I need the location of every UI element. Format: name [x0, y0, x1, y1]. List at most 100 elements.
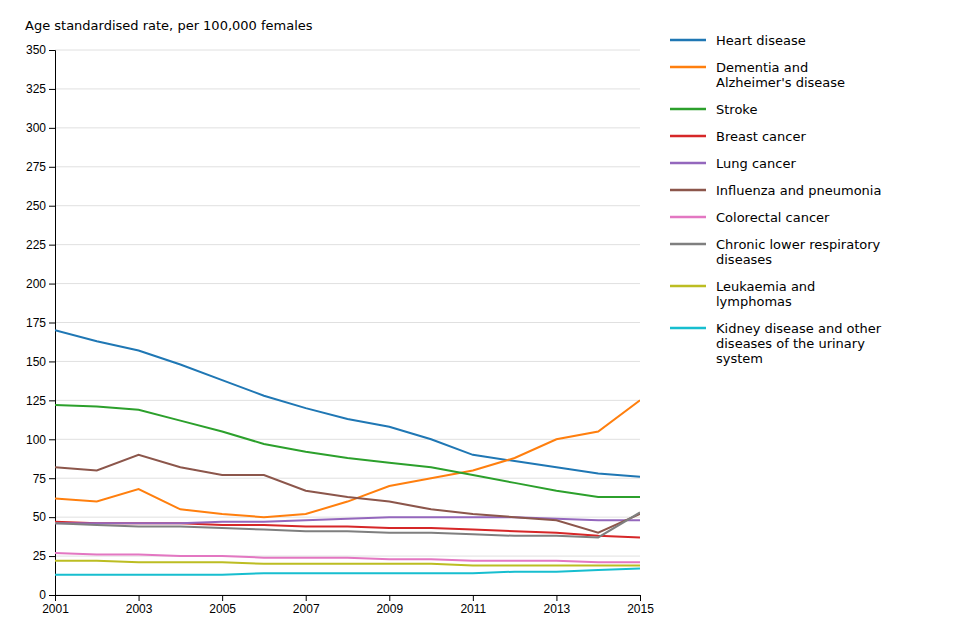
y-tick-mark	[49, 50, 55, 51]
series-line	[55, 455, 640, 533]
y-tick: 0	[39, 588, 55, 602]
x-tick-label: 2001	[42, 602, 69, 616]
y-tick-label: 325	[26, 82, 46, 96]
legend-item: Kidney disease and otherdiseases of the …	[670, 321, 882, 366]
grid-line	[55, 50, 640, 51]
y-tick-label: 300	[26, 121, 46, 135]
x-tick-label: 2003	[126, 602, 153, 616]
legend-label-line: Leukaemia and	[716, 279, 815, 294]
y-tick-mark	[49, 284, 55, 285]
legend-label-line: system	[716, 351, 763, 366]
x-tick: 2001	[42, 595, 69, 616]
x-tick-label: 2009	[376, 602, 403, 616]
y-tick-mark	[49, 556, 55, 557]
legend-label: Dementia andAlzheimer's disease	[716, 60, 845, 90]
grid-line	[55, 205, 640, 206]
x-tick: 2003	[126, 595, 153, 616]
grid-line	[55, 361, 640, 362]
grid-line	[55, 478, 640, 479]
y-tick-label: 175	[26, 316, 46, 330]
y-tick-mark	[49, 595, 55, 596]
x-tick-mark	[222, 595, 223, 601]
legend-item: Stroke	[670, 102, 757, 117]
series-line	[55, 561, 640, 566]
legend-label-line: Breast cancer	[716, 129, 806, 144]
legend-label-line: diseases	[716, 252, 772, 267]
x-tick: 2005	[209, 595, 236, 616]
y-tick: 225	[26, 238, 55, 252]
y-axis-line	[49, 51, 56, 596]
y-tick-mark	[49, 361, 55, 362]
y-tick: 250	[26, 199, 55, 213]
grid-line	[55, 283, 640, 284]
legend-item: Heart disease	[670, 33, 806, 48]
series-line	[55, 400, 640, 517]
legend-item: Influenza and pneumonia	[670, 183, 881, 198]
y-tick-label: 75	[33, 472, 47, 486]
series-line	[55, 330, 640, 476]
y-tick: 75	[33, 472, 55, 486]
legend-label-line: Colorectal cancer	[716, 210, 830, 225]
grid-line	[55, 556, 640, 557]
legend-swatch	[670, 216, 706, 219]
series-line	[55, 512, 640, 537]
legend-label: Influenza and pneumonia	[716, 183, 881, 198]
legend: Heart disease Dementia andAlzheimer's dis…	[670, 33, 882, 366]
y-tick-label: 50	[33, 510, 47, 524]
y-tick: 350	[26, 43, 55, 57]
series-line	[55, 405, 640, 497]
x-tick: 2009	[376, 595, 403, 616]
legend-label-line: Dementia and	[716, 60, 808, 75]
legend-label-line: lymphomas	[716, 294, 792, 309]
x-tick: 2013	[544, 595, 571, 616]
y-tick-mark	[49, 206, 55, 207]
series-line	[55, 569, 640, 575]
y-tick-label: 0	[39, 588, 46, 602]
y-tick-mark	[49, 400, 55, 401]
x-tick-label: 2013	[544, 602, 571, 616]
grid-line	[55, 244, 640, 245]
y-tick: 125	[26, 394, 55, 408]
legend-label-line: Influenza and pneumonia	[716, 183, 881, 198]
y-tick: 150	[26, 355, 55, 369]
y-tick-mark	[49, 517, 55, 518]
x-tick-mark	[556, 595, 557, 601]
y-tick: 175	[26, 316, 55, 330]
grid	[55, 50, 640, 595]
legend-label: Chronic lower respiratorydiseases	[716, 237, 881, 267]
legend-label: Colorectal cancer	[716, 210, 830, 225]
y-tick-mark	[49, 167, 55, 168]
grid-line	[55, 517, 640, 518]
legend-label-line: Chronic lower respiratory	[716, 237, 881, 252]
legend-swatch	[670, 285, 706, 288]
y-tick: 275	[26, 160, 55, 174]
y-tick: 300	[26, 121, 55, 135]
legend-item: Chronic lower respiratorydiseases	[670, 237, 881, 267]
y-tick: 325	[26, 82, 55, 96]
y-tick-label: 200	[26, 277, 46, 291]
grid-line	[55, 127, 640, 128]
legend-swatch	[670, 135, 706, 138]
x-axis: 20012003200520072009201120132015	[42, 595, 654, 616]
legend-swatch	[670, 243, 706, 246]
legend-item: Dementia andAlzheimer's disease	[670, 60, 845, 90]
legend-label-line: Stroke	[716, 102, 757, 117]
y-tick-mark	[49, 478, 55, 479]
x-tick: 2011	[460, 595, 486, 616]
y-tick-mark	[49, 439, 55, 440]
legend-swatch	[670, 108, 706, 111]
lines	[55, 330, 640, 574]
legend-label: Kidney disease and otherdiseases of the …	[716, 321, 882, 366]
x-tick-label: 2007	[293, 602, 320, 616]
grid-line	[55, 322, 640, 323]
y-tick-label: 150	[26, 355, 46, 369]
plot-area: 2001200320052007200920112013201502550751…	[26, 43, 654, 615]
y-tick-label: 25	[33, 549, 47, 563]
y-tick-label: 250	[26, 199, 46, 213]
x-tick-mark	[473, 595, 474, 601]
grid-line	[55, 88, 640, 89]
legend-label: Stroke	[716, 102, 757, 117]
y-tick-label: 350	[26, 43, 46, 57]
y-tick-label: 100	[26, 433, 46, 447]
legend-item: Leukaemia andlymphomas	[670, 279, 815, 309]
